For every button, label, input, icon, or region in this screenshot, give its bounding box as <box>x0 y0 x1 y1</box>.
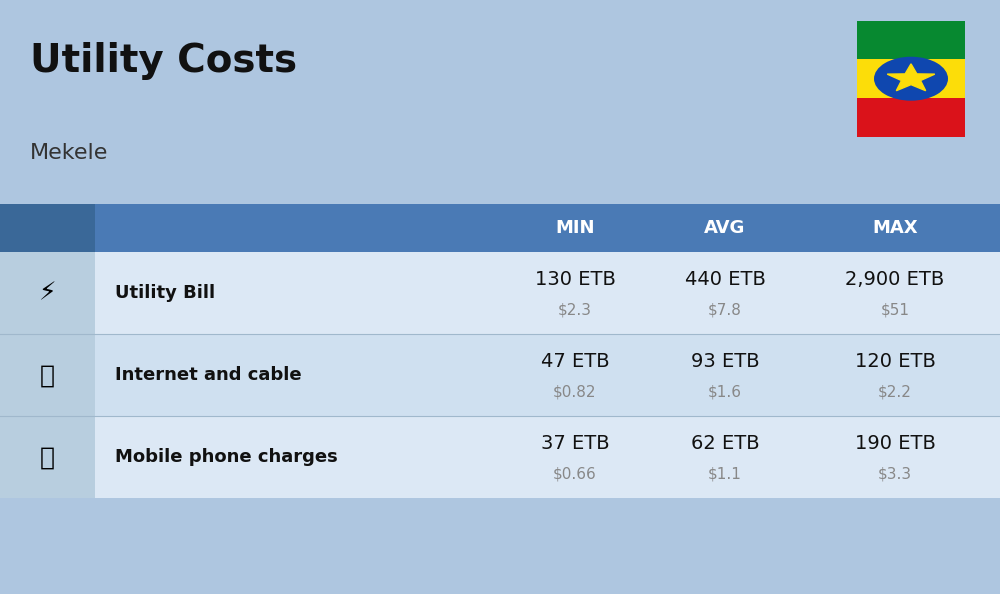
Text: Mobile phone charges: Mobile phone charges <box>115 448 338 466</box>
FancyBboxPatch shape <box>857 59 965 98</box>
Text: $0.66: $0.66 <box>553 466 597 482</box>
Polygon shape <box>887 64 935 91</box>
Text: Internet and cable: Internet and cable <box>115 366 302 384</box>
Text: 190 ETB: 190 ETB <box>855 434 935 453</box>
Text: $51: $51 <box>881 302 910 318</box>
FancyBboxPatch shape <box>0 334 1000 416</box>
Text: $1.1: $1.1 <box>708 466 742 482</box>
Text: 37 ETB: 37 ETB <box>541 434 609 453</box>
FancyBboxPatch shape <box>857 98 965 137</box>
Text: MAX: MAX <box>872 219 918 237</box>
Text: Utility Bill: Utility Bill <box>115 285 215 302</box>
Text: $2.3: $2.3 <box>558 302 592 318</box>
Text: $2.2: $2.2 <box>878 384 912 400</box>
FancyBboxPatch shape <box>0 334 95 416</box>
Text: $1.6: $1.6 <box>708 384 742 400</box>
FancyBboxPatch shape <box>857 21 965 59</box>
FancyBboxPatch shape <box>0 416 1000 498</box>
Text: 120 ETB: 120 ETB <box>855 352 935 371</box>
Text: 2,900 ETB: 2,900 ETB <box>845 270 945 289</box>
Circle shape <box>874 57 948 101</box>
Text: 📱: 📱 <box>40 446 55 469</box>
FancyBboxPatch shape <box>0 204 1000 252</box>
Text: $3.3: $3.3 <box>878 466 912 482</box>
FancyBboxPatch shape <box>0 252 1000 334</box>
Text: 130 ETB: 130 ETB <box>535 270 615 289</box>
Text: 93 ETB: 93 ETB <box>691 352 759 371</box>
Text: $0.82: $0.82 <box>553 384 597 400</box>
Text: MIN: MIN <box>555 219 595 237</box>
Text: 📶: 📶 <box>40 364 55 387</box>
Text: $7.8: $7.8 <box>708 302 742 318</box>
Text: Mekele: Mekele <box>30 143 108 163</box>
Text: 47 ETB: 47 ETB <box>541 352 609 371</box>
Text: Utility Costs: Utility Costs <box>30 42 297 80</box>
FancyBboxPatch shape <box>0 252 95 334</box>
Text: AVG: AVG <box>704 219 746 237</box>
Text: ⚡: ⚡ <box>39 282 56 305</box>
Text: 62 ETB: 62 ETB <box>691 434 759 453</box>
Text: 440 ETB: 440 ETB <box>685 270 765 289</box>
FancyBboxPatch shape <box>0 416 95 498</box>
FancyBboxPatch shape <box>0 204 95 252</box>
